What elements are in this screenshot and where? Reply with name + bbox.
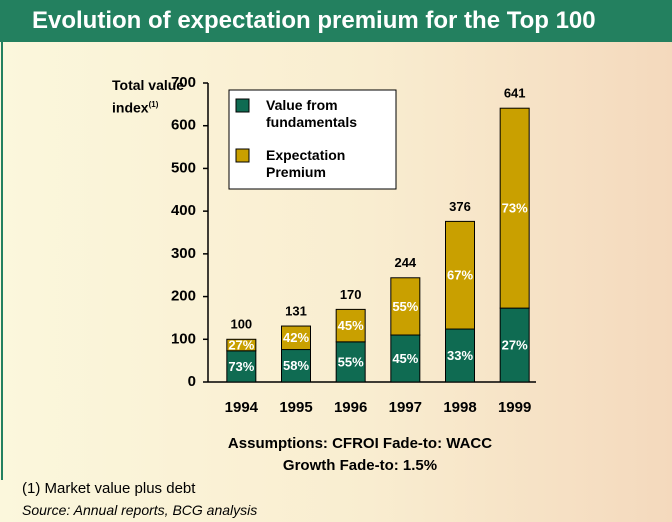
bar-segment	[445, 328, 475, 383]
y-tick-label: 700	[171, 74, 196, 91]
annotation: Growth Fade-to: 1.5%	[282, 457, 438, 474]
legend-box	[228, 89, 397, 190]
bar-segment	[281, 349, 311, 383]
bar-segment	[390, 334, 421, 383]
data-label: 73%	[502, 201, 528, 216]
y-tick-label: 400	[171, 202, 196, 219]
y-tick-label: 200	[171, 288, 196, 305]
y-label-note: (1)	[148, 100, 159, 109]
y-tick-label: 100	[171, 330, 196, 347]
x-tick-label: 1995	[279, 399, 312, 416]
footnote: (1) Market value plus debt	[22, 480, 196, 497]
data-label: 67%	[447, 268, 473, 283]
bar-segment	[281, 325, 311, 351]
y-tick-label: 500	[171, 159, 196, 176]
data-label: 55%	[338, 354, 364, 369]
y-tick-label: 0	[188, 373, 196, 390]
total-label: 170	[340, 287, 362, 302]
data-label: 73%	[228, 359, 254, 374]
x-tick-label: 1998	[443, 399, 476, 416]
x-tick-label: 1997	[389, 399, 422, 416]
bar-segment	[226, 350, 257, 383]
legend-label: Value from fundamentals	[266, 97, 358, 130]
y-label-text: Total value index	[112, 77, 185, 116]
total-label: 100	[230, 317, 252, 332]
bar-segment	[499, 107, 530, 309]
legend-swatch	[235, 98, 250, 113]
bar-segment	[390, 277, 421, 336]
bar-segment	[226, 338, 257, 352]
bar-segment	[335, 341, 366, 383]
bar-segment	[445, 220, 475, 330]
y-tick-label: 300	[171, 245, 196, 262]
source: Source: Annual reports, BCG analysis	[22, 502, 258, 518]
x-tick-label: 1994	[225, 399, 259, 416]
total-label: 376	[449, 199, 471, 214]
x-tick-label: 1996	[334, 399, 367, 416]
border	[1, 42, 3, 480]
data-label: 55%	[392, 299, 418, 314]
data-label: 58%	[283, 358, 309, 373]
data-label: 33%	[447, 348, 473, 363]
data-label: 42%	[283, 330, 309, 345]
x-tick-label: 1999	[498, 399, 531, 416]
title: Evolution of expectation premium for the…	[0, 0, 672, 42]
total-label: 244	[394, 255, 416, 270]
y-tick-label: 600	[171, 117, 196, 134]
total-label: 131	[285, 303, 307, 318]
data-label: 27%	[502, 337, 528, 352]
data-label: 27%	[228, 337, 254, 352]
data-label: 45%	[392, 351, 418, 366]
bar-segment	[335, 308, 366, 343]
y-axis-label: Total value index(1)	[112, 76, 192, 118]
annotation: Assumptions: CFROI Fade-to: WACC	[227, 435, 493, 452]
total-label: 641	[504, 86, 526, 101]
legend-swatch	[235, 148, 250, 163]
data-label: 45%	[338, 318, 364, 333]
legend-label: Expectation Premium	[266, 147, 346, 180]
bar-segment	[499, 307, 530, 383]
